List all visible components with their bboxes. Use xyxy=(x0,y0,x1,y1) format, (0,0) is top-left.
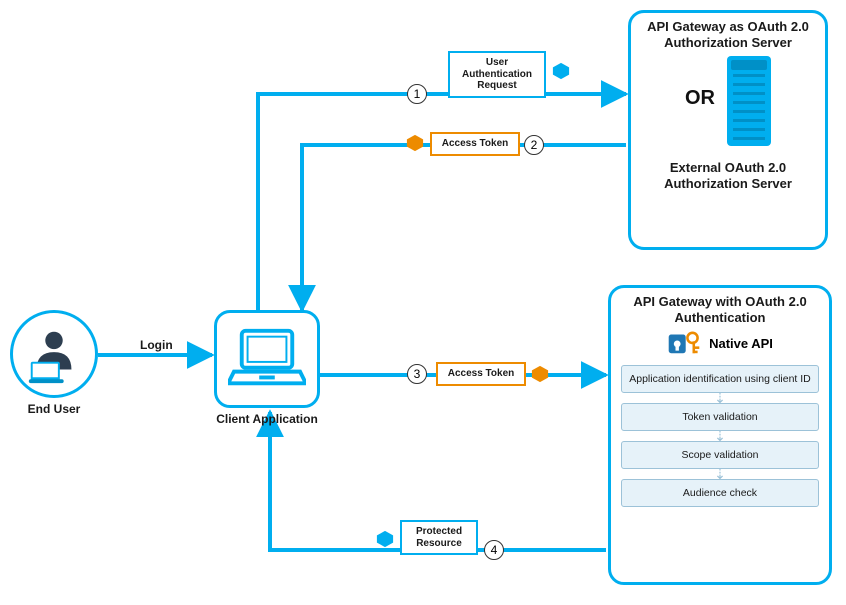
step-circle-1: 1 xyxy=(407,84,427,104)
step-circle-2: 2 xyxy=(524,135,544,155)
msg-step1: User Authentication Request xyxy=(448,51,546,98)
step-circle-3: 3 xyxy=(407,364,427,384)
node-end-user xyxy=(10,310,98,398)
end-user-label: End User xyxy=(10,402,98,416)
msg-step3: Access Token xyxy=(436,362,526,386)
auth-server-or: OR xyxy=(685,87,715,110)
auth-server-title-bottom: External OAuth 2.0 Authorization Server xyxy=(631,160,825,191)
server-icon xyxy=(727,56,771,146)
auth-server-title-top: API Gateway as OAuth 2.0 Authorization S… xyxy=(631,19,825,50)
flow-arrow-0: ⇣ xyxy=(611,394,829,402)
hex-step2 xyxy=(406,134,424,152)
login-label: Login xyxy=(140,338,173,352)
api-gateway-title: API Gateway with OAuth 2.0 Authenticatio… xyxy=(611,294,829,325)
key-lock-icon xyxy=(667,329,701,357)
msg-step2-text: Access Token xyxy=(442,138,509,149)
flow-arrow-2: ⇣ xyxy=(611,470,829,478)
msg-step4: Protected Resource xyxy=(400,520,478,555)
msg-step1-text: User Authentication Request xyxy=(462,57,532,91)
edge-step1 xyxy=(258,94,626,310)
flow-step-0: Application identification using client … xyxy=(621,365,819,393)
flow-arrow-1: ⇣ xyxy=(611,432,829,440)
node-client-application xyxy=(214,310,320,408)
msg-step3-text: Access Token xyxy=(448,368,515,379)
hex-step1 xyxy=(552,62,570,80)
edge-step2 xyxy=(302,145,626,310)
laptop-icon xyxy=(228,325,306,393)
node-api-gateway: API Gateway with OAuth 2.0 Authenticatio… xyxy=(608,285,832,585)
hex-step4 xyxy=(376,530,394,548)
step-circle-4: 4 xyxy=(484,540,504,560)
flow-step-3: Audience check xyxy=(621,479,819,507)
hex-step3 xyxy=(531,365,549,383)
flow-step-1: Token validation xyxy=(621,403,819,431)
client-app-label: Client Application xyxy=(204,412,330,426)
msg-step2: Access Token xyxy=(430,132,520,156)
user-icon xyxy=(23,323,85,385)
flow-step-2: Scope validation xyxy=(621,441,819,469)
node-auth-server: API Gateway as OAuth 2.0 Authorization S… xyxy=(628,10,828,250)
native-api-label: Native API xyxy=(709,336,773,351)
msg-step4-text: Protected Resource xyxy=(416,526,462,549)
